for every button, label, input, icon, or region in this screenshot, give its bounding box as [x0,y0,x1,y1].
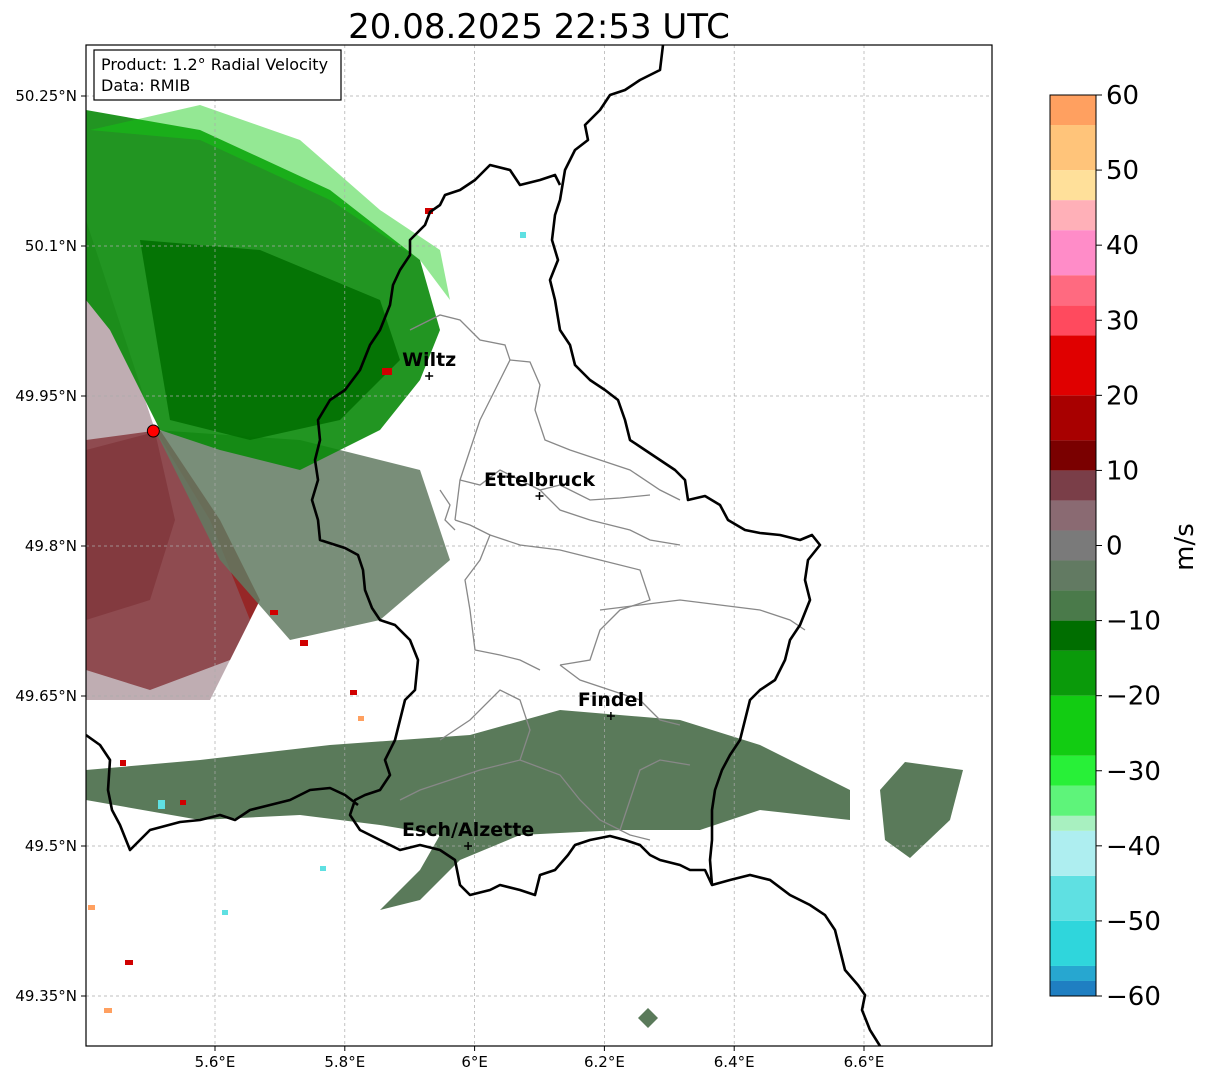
colorbar-segment-18 [1050,335,1096,396]
colorbar-segment-7 [1050,755,1096,786]
colorbar-segment-24 [1050,125,1096,171]
colorbar-label: m/s [1170,523,1200,571]
y-tick-label-0: 50.25°N [15,87,77,105]
echo-speckles-cyan [158,232,526,915]
colorbar-segment-17 [1050,395,1096,441]
colorbar-segment-22 [1050,200,1096,231]
y-tick-label-4: 49.65°N [15,687,77,705]
y-tick-label-6: 49.35°N [15,987,77,1005]
y-tick-label-5: 49.5°N [25,837,77,855]
colorbar-segment-21 [1050,230,1096,276]
colorbar-segment-3 [1050,875,1096,921]
colorbar-segment-25 [1050,95,1096,126]
colorbar-segment-5 [1050,815,1096,831]
colorbar-tick-label-9: −30 [1106,757,1161,787]
y-tick-label-2: 49.95°N [15,387,77,405]
colorbar-tick-label-6: 0 [1106,532,1123,562]
city-ettelbruck: Ettelbruck [484,469,595,500]
info-box-frame [93,49,342,101]
radar-site-marker[interactable] [146,424,160,438]
colorbar-segment-11 [1050,590,1096,621]
info-box: Product: 1.2° Radial Velocity Data: RMIB [93,49,342,101]
colorbar-tick-label-12: −60 [1106,982,1161,1012]
colorbar-segment-6 [1050,785,1096,816]
colorbar-tick-label-2: 40 [1106,231,1139,261]
colorbar-segment-1 [1050,965,1096,981]
colorbar-segment-15 [1050,470,1096,501]
echo-small-cell [638,1008,658,1028]
colorbar: 60 50 40 30 20 10 0 −10 −20 −30 −40 −50 −60 m/s [1049,81,1200,1012]
map-panel: Wiltz Ettelbruck Findel Esch/Alzette Produc… [15,44,993,1071]
city-wiltz: Wiltz [402,349,456,380]
x-axis-ticks: 5.6°E 5.8°E 6°E 6.2°E 6.4°E 6.6°E [195,1046,885,1071]
y-tick-label-3: 49.8°N [25,537,77,555]
x-tick-label-3: 6.2°E [584,1053,625,1071]
y-axis-ticks: 50.25°N 50.1°N 49.95°N 49.8°N 49.65°N 49.5°N 4… [15,87,86,1005]
x-tick-label-4: 6.4°E [714,1053,755,1071]
echo-grey-sector [155,430,450,640]
x-tick-label-5: 6.6°E [844,1053,885,1071]
x-tick-label-1: 5.8°E [324,1053,365,1071]
echo-east-cell [880,762,963,858]
colorbar-tick-label-4: 20 [1106,381,1139,411]
colorbar-tick-label-3: 30 [1106,306,1139,336]
colorbar-ticks: 60 50 40 30 20 10 0 −10 −20 −30 −40 −50 −60 [1096,81,1161,1012]
x-tick-label-0: 5.6°E [195,1053,236,1071]
colorbar-tick-label-5: 10 [1106,456,1139,486]
colorbar-tick-label-10: −40 [1106,832,1161,862]
colorbar-segment-23 [1050,170,1096,201]
city-findel: Findel [578,689,644,720]
city-label-3: Esch/Alzette [402,819,534,841]
city-label-2: Findel [578,689,644,711]
colorbar-segments [1050,95,1096,996]
colorbar-segment-13 [1050,530,1096,561]
colorbar-segment-9 [1050,650,1096,696]
canton-boundaries [399,314,806,841]
colorbar-segment-4 [1050,830,1096,876]
echo-green-core [140,240,400,440]
echo-speckles [120,208,433,965]
grid-lines [86,45,992,1046]
y-tick-label-1: 50.1°N [25,237,77,255]
colorbar-segment-14 [1050,500,1096,531]
colorbar-segment-2 [1050,920,1096,966]
city-esch-alzette: Esch/Alzette [402,819,534,850]
colorbar-tick-label-8: −20 [1106,682,1161,712]
colorbar-segment-10 [1050,620,1096,651]
colorbar-segment-0 [1050,980,1096,996]
country-border [86,45,822,897]
echo-mauve-fan [86,220,250,700]
city-label-1: Ettelbruck [484,469,595,491]
city-layer: Wiltz Ettelbruck Findel Esch/Alzette [402,349,644,850]
info-data-text: Data: RMIB [101,76,190,95]
colorbar-tick-label-11: −50 [1106,907,1161,937]
colorbar-segment-8 [1050,695,1096,756]
colorbar-segment-16 [1050,440,1096,471]
colorbar-tick-label-7: −10 [1106,607,1161,637]
colorbar-tick-label-1: 50 [1106,156,1139,186]
colorbar-segment-12 [1050,560,1096,591]
echo-speckles-orange [88,716,364,1013]
x-tick-label-2: 6°E [461,1053,488,1071]
chart-title: 20.08.2025 22:53 UTC [348,7,730,47]
colorbar-tick-label-0: 60 [1106,81,1139,111]
colorbar-segment-20 [1050,275,1096,306]
echo-green-outer [90,105,450,300]
colorbar-segment-19 [1050,305,1096,336]
city-label-0: Wiltz [402,349,456,371]
info-product-text: Product: 1.2° Radial Velocity [101,55,328,74]
country-border-southeast [711,873,882,1046]
